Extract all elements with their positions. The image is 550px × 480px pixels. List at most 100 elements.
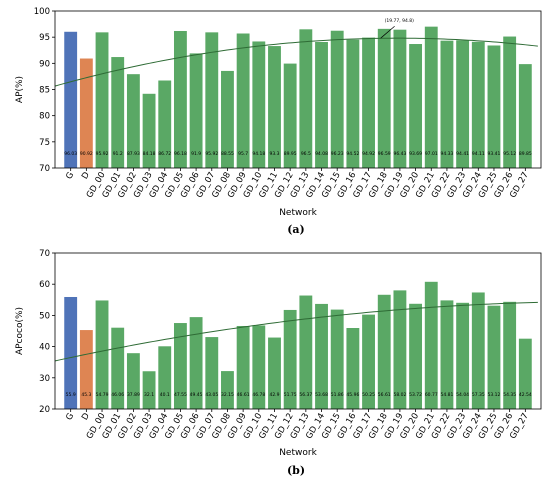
plot-frame (54, 252, 542, 410)
value-label: 96.23 (331, 151, 344, 157)
trend-line (55, 37, 538, 87)
value-label: 96.59 (378, 151, 391, 157)
bar-gd-17 (362, 314, 375, 409)
value-label: 53.68 (315, 392, 328, 398)
bar-gd-05 (173, 30, 187, 168)
value-label: 51.86 (331, 392, 344, 398)
bar-gd-13 (299, 295, 313, 409)
x-tick-label: G (64, 412, 76, 423)
bar-gd-06 (189, 53, 203, 168)
bar-gd-03 (142, 93, 156, 168)
y-axis-label: AP(%) (15, 76, 25, 103)
bar-gd-19 (393, 29, 407, 169)
bar-gd-07 (205, 32, 219, 168)
value-label: 89.85 (519, 151, 532, 157)
y-tick-label: 85 (39, 86, 50, 96)
bar-gd-11 (268, 337, 281, 409)
bar-d (79, 330, 93, 409)
value-label: 87.93 (127, 151, 140, 157)
value-label: 53.72 (409, 392, 422, 398)
bar-gd-09 (236, 33, 250, 168)
value-label: 58.02 (393, 392, 406, 398)
value-label: 94.18 (252, 151, 265, 157)
bar-gd-21 (424, 281, 438, 409)
bar-gd-08 (221, 371, 234, 409)
bar-gd-10 (252, 41, 266, 168)
bar-gd-27 (518, 64, 532, 168)
bar-gd-18 (377, 294, 391, 409)
value-label: 90.92 (80, 151, 93, 157)
bar-gd-04 (158, 346, 172, 409)
bar-g (64, 296, 78, 409)
x-axis-label: Network (279, 448, 317, 458)
bar-gd-27 (518, 338, 532, 409)
annotation-label: (19.77, 94.8) (385, 18, 415, 24)
y-tick-label: 60 (39, 280, 50, 290)
panel-label: (b) (287, 464, 305, 477)
value-label: 94.11 (472, 151, 485, 157)
y-tick-label: 95 (39, 33, 50, 43)
value-label: 93.41 (488, 151, 501, 157)
chart-panel-a: 96.03 90.92 95.92 91.2 87.93 84.18 86.72 96.18 9… (15, 7, 542, 236)
value-label: 94.92 (362, 151, 375, 157)
value-label: 96.18 (174, 151, 187, 157)
value-label: 86.72 (158, 151, 171, 157)
x-tick-label: G (64, 171, 76, 182)
value-label: 94.41 (456, 151, 469, 157)
value-label: 55.9 (66, 392, 76, 398)
value-label: 53.12 (488, 392, 501, 398)
bar-gd-01 (111, 57, 125, 168)
value-label: 95.12 (503, 151, 516, 157)
value-label: 91.9 (191, 151, 201, 157)
value-label: 32.1 (144, 392, 154, 398)
bar-gd-12 (283, 63, 297, 169)
y-tick-label: 40 (39, 343, 50, 353)
value-label: 46.61 (237, 392, 250, 398)
value-label: 60.77 (425, 392, 438, 398)
bar-gd-23 (456, 302, 470, 409)
bar-gd-14 (315, 41, 328, 169)
bar-gd-15 (330, 309, 344, 409)
bar-gd-26 (503, 301, 517, 409)
value-label: 42.9 (269, 392, 279, 398)
y-tick-label: 100 (34, 7, 50, 17)
value-label: 43.05 (205, 392, 218, 398)
bar-gd-01 (111, 327, 125, 409)
y-tick-label: 80 (39, 112, 50, 122)
value-label: 96.43 (393, 151, 406, 157)
bar-gd-09 (236, 325, 250, 409)
value-label: 57.35 (472, 392, 485, 398)
value-label: 96.5 (301, 151, 311, 157)
bar-gd-24 (471, 41, 485, 168)
value-label: 88.55 (221, 151, 234, 157)
bar-gd-14 (315, 303, 328, 409)
value-label: 94.52 (346, 151, 359, 157)
value-label: 32.15 (221, 392, 234, 398)
bar-gd-19 (393, 290, 407, 409)
bar-g (64, 31, 78, 169)
bar-gd-22 (440, 40, 454, 168)
y-tick-label: 20 (39, 405, 50, 415)
value-label: 47.55 (174, 392, 187, 398)
bar-gd-22 (440, 300, 454, 409)
x-axis-label: Network (279, 208, 317, 218)
bar-gd-02 (126, 74, 140, 168)
value-label: 54.81 (440, 392, 453, 398)
value-label: 93.69 (409, 151, 422, 157)
y-tick-label: 90 (39, 59, 50, 69)
bar-gd-17 (362, 37, 375, 169)
y-tick-label: 70 (39, 249, 50, 259)
bar-gd-26 (503, 36, 517, 168)
bar-gd-16 (346, 328, 360, 409)
value-label: 45.3 (81, 392, 91, 398)
value-label: 40.1 (160, 392, 170, 398)
bar-gd-11 (268, 46, 281, 169)
bar-gd-20 (409, 303, 423, 409)
bar-gd-23 (456, 40, 470, 168)
bar-gd-25 (487, 45, 501, 168)
bar-gd-25 (487, 305, 501, 409)
value-label: 89.95 (284, 151, 297, 157)
y-tick-label: 30 (39, 374, 50, 384)
value-label: 94.08 (315, 151, 328, 157)
bar-gd-15 (330, 30, 344, 169)
